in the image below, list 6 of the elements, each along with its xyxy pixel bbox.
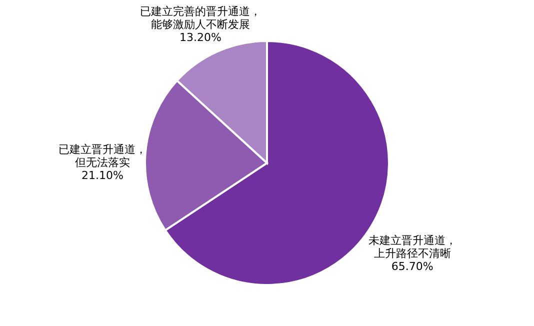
data-label: 13.20% (180, 30, 222, 44)
slice-label: 已建立完善的晋升通道，能够激励人不断发展 (140, 4, 262, 31)
slice-label: 已建立晋升通道，但无法落实 (58, 143, 147, 170)
slice-label: 未建立晋升通道，上升路径不清晰 (368, 234, 456, 260)
data-label: 21.10% (82, 169, 124, 182)
data-label: 65.70% (391, 260, 434, 274)
